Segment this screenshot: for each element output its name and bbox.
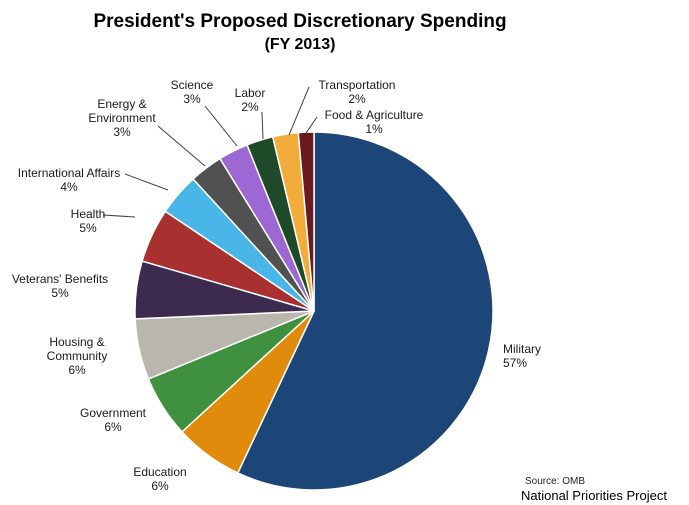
label-food-and-agriculture: Food & Agriculture 1% [325,108,424,136]
leader-food-and-agriculture [305,116,318,134]
label-housing-and-community: Housing & Community 6% [47,335,108,377]
leader-energy-and-environment [157,125,206,167]
chart-subtitle: (FY 2013) [265,36,336,53]
organization-name: National Priorities Project [521,488,667,503]
leader-lines [102,86,318,218]
label-health: Health 5% [71,207,106,235]
leader-health [102,214,136,218]
label-science: Science 3% [171,78,214,106]
source-note: Source: OMB [525,476,585,487]
leader-transportation [288,86,310,136]
label-military: Military 57% [503,342,541,370]
leader-international-affairs [124,173,169,191]
label-education: Education 6% [133,465,186,493]
label-veterans-benefits: Veterans' Benefits 5% [12,272,108,300]
slice-labels: Military 57% Education 6% Government 6% Housin… [12,78,541,493]
label-international-affairs: International Affairs 4% [18,166,121,194]
slice-military [237,131,494,491]
leader-labor [261,111,264,140]
label-transportation: Transportation 2% [319,78,396,106]
label-government: Government 6% [80,406,147,434]
pie-slices [134,131,494,491]
leader-science [204,105,238,147]
chart-title: President's Proposed Discretionary Spend… [93,11,506,32]
label-energy-and-environment: Energy & Environment 3% [88,97,156,139]
label-labor: Labor 2% [235,86,266,114]
